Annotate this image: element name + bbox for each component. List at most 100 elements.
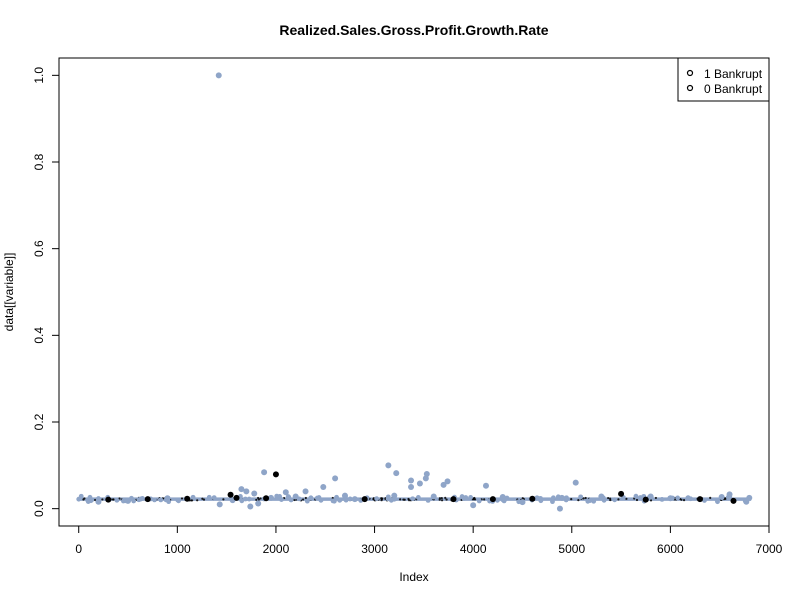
point-bankrupt-0 [408,484,415,490]
point-bankrupt-0 [95,498,102,505]
x-tick-label: 7000 [756,542,783,556]
band-point [318,497,324,503]
point-bankrupt-0 [351,496,358,503]
point-bankrupt-1 [730,497,737,504]
point-bankrupt-1 [272,471,279,478]
y-tick-label: 0.0 [32,500,46,517]
x-tick-label: 0 [75,542,82,556]
band-point-bankrupt [202,498,206,501]
band-point-bankrupt [380,497,383,500]
band-point [158,497,164,503]
band-point-bankrupt [582,497,585,500]
band-point-bankrupt [440,499,444,502]
band-point-bankrupt [408,499,411,502]
band-point [304,498,310,504]
x-tick-label: 4000 [460,542,487,556]
band-point [685,495,691,501]
point-bankrupt-1 [144,496,151,503]
band-point-bankrupt [625,497,628,500]
band-point [374,496,380,502]
point-bankrupt-1 [450,496,457,503]
point-bankrupt-0 [470,502,477,509]
plot-frame [58,57,770,527]
band-point-bankrupt [682,499,686,502]
x-tick-label: 5000 [558,542,585,556]
point-bankrupt-0 [125,497,132,504]
band-point [285,494,291,499]
band-point [85,499,91,505]
band-point-bankrupt [101,498,104,501]
point-bankrupt-1 [105,496,112,503]
point-bankrupt-0 [556,505,563,512]
legend-label-bankrupt-1: 1 Bankrupt [704,67,763,81]
band-point-bankrupt [438,498,441,501]
data-points [95,72,753,512]
band-point-bankrupt [608,497,612,500]
band-point [715,499,720,505]
point-bankrupt-0 [292,493,299,500]
band-point [114,497,120,503]
band-point-bankrupt [222,498,225,501]
band-point [463,495,469,500]
x-tick-label: 3000 [361,542,388,556]
point-bankrupt-0 [247,503,254,510]
band-point [152,497,157,503]
x-tick-label: 2000 [263,542,290,556]
band-point-bankrupt [445,498,448,501]
band-point-bankrupt [111,498,115,501]
band-point [334,494,339,500]
band-point-bankrupt [255,498,258,501]
band-point [659,497,665,502]
band-point-bankrupt [483,498,486,501]
y-tick-label: 0.2 [32,413,46,430]
band-point [274,493,280,499]
band-point [206,494,212,500]
point-bankrupt-0 [647,493,654,500]
point-bankrupt-0 [268,494,275,501]
legend: 1 Bankrupt 0 Bankrupt [677,57,770,102]
point-bankrupt-0 [332,475,339,482]
point-bankrupt-0 [422,475,429,482]
y-axis: 0.0 0.2 0.4 0.6 0.8 1.0 [32,67,60,517]
band-point-bankrupt [180,497,184,500]
chart-title: Realized.Sales.Gross.Profit.Growth.Rate [279,22,548,38]
point-bankrupt-0 [393,470,400,477]
legend-marker-bankrupt-0 [686,84,694,92]
point-bankrupt-0 [558,494,565,501]
band-point-bankrupt [709,496,712,500]
point-bankrupt-0 [255,500,262,507]
band-point-bankrupt [259,497,262,500]
x-axis-label: Index [399,570,428,584]
band-point-bankrupt [190,499,193,502]
band-point [120,498,126,504]
band-point-bankrupt [440,496,443,500]
legend-box [677,57,770,102]
point-bankrupt-0 [320,484,327,490]
band-point-bankrupt [399,498,402,501]
point-bankrupt-1 [642,496,649,503]
point-bankrupt-1 [696,496,703,503]
band-point [314,495,320,501]
band-point [425,497,431,503]
x-axis: 0 1000 2000 3000 4000 5000 6000 7000 [75,525,783,556]
point-bankrupt-0 [164,495,171,502]
band-point-bankrupt [635,498,639,502]
band-point [578,494,584,500]
point-bankrupt-1 [489,496,496,503]
point-bankrupt-0 [718,493,725,500]
band-point-bankrupt [257,498,260,501]
point-bankrupt-0 [282,489,289,496]
point-bankrupt-0 [726,491,733,498]
band-point-bankrupt [654,496,658,500]
point-bankrupt-0 [302,488,309,495]
band-point [587,498,593,503]
band-point [538,498,544,504]
band-point [504,495,510,501]
band-point [246,496,252,502]
point-bankrupt-0 [444,478,451,485]
point-bankrupt-0 [499,493,506,500]
band-point [415,495,421,500]
legend-marker-bankrupt-1 [686,69,694,77]
legend-label-bankrupt-0: 0 Bankrupt [704,82,763,96]
